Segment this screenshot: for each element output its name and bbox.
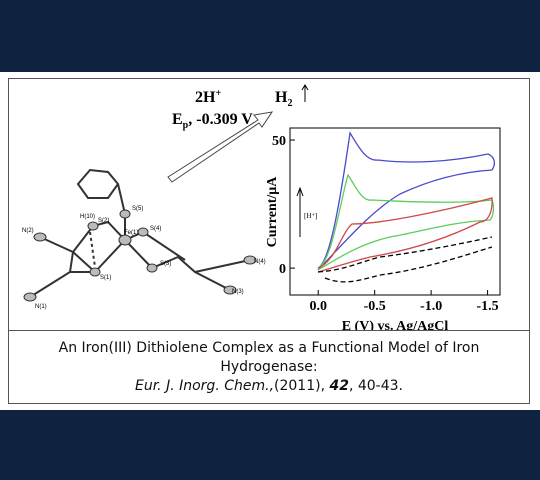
h-plus-arrow [296,186,304,237]
atom-label: Fe(1) [124,230,138,236]
year: (2011), [274,378,326,394]
atom-label: S(4) [150,226,161,232]
caption: An Iron(III) Dithiolene Complex as a Fun… [8,330,530,404]
pages: , 40-43. [348,378,403,394]
molecule-atoms-shapes [23,209,257,302]
potential-subscript: p [183,120,189,131]
frame [8,78,530,404]
y-tick-label: 0 [279,262,286,277]
arrow-label: [H⁺] [304,212,317,220]
abstract-panel: 2H+ Ep, -0.309 V H2 Fe(1) S(1) S(2) S(3)… [0,72,540,410]
x-tick-label: -1.5 [476,299,498,314]
figure: 2H+ Ep, -0.309 V H2 Fe(1) S(1) S(2) S(3)… [22,84,501,330]
reaction-potential: Ep, -0.309 V [172,111,253,131]
x-tick-label: -1.0 [420,299,442,314]
atom-label: S(2) [98,218,109,224]
potential: , -0.309 V [188,111,253,128]
atom-label: N(4) [254,259,266,265]
x-axis-label: E (V) vs. Ag/AgCl [342,319,449,330]
y-tick-label: 50 [272,134,286,149]
charge: + [215,88,221,99]
h2-arrow [301,84,309,102]
cv-curves [317,131,495,283]
plot-frame [289,127,501,296]
potential-symbol: E [172,111,183,128]
atom-label: N(3) [232,289,244,295]
product-subscript: 2 [287,98,292,109]
reaction-reactant: 2H+ [195,88,221,106]
atom-label: S(5) [132,206,143,212]
atom-label: N(2) [22,228,34,234]
x-tick-label: -0.5 [364,299,386,314]
atom-label: N(1) [35,304,47,310]
y-axis-label: Current/μA [265,176,280,248]
atom-label: S(1) [100,275,111,281]
reaction-arrow [167,111,274,183]
citation: Eur. J. Inorg. Chem.,(2011), 42, 40-43. [48,377,490,396]
reaction-product: H2 [275,89,292,109]
volume: 42 [329,378,349,394]
reactant: 2H [195,89,216,106]
product: H [275,89,288,106]
caption-title: An Iron(III) Dithiolene Complex as a Fun… [58,340,480,375]
atom-label: H(10) [80,214,95,220]
journal: Eur. J. Inorg. Chem., [134,378,275,394]
x-tick-label: 0.0 [309,299,327,314]
atom-label: S(3) [160,261,171,267]
